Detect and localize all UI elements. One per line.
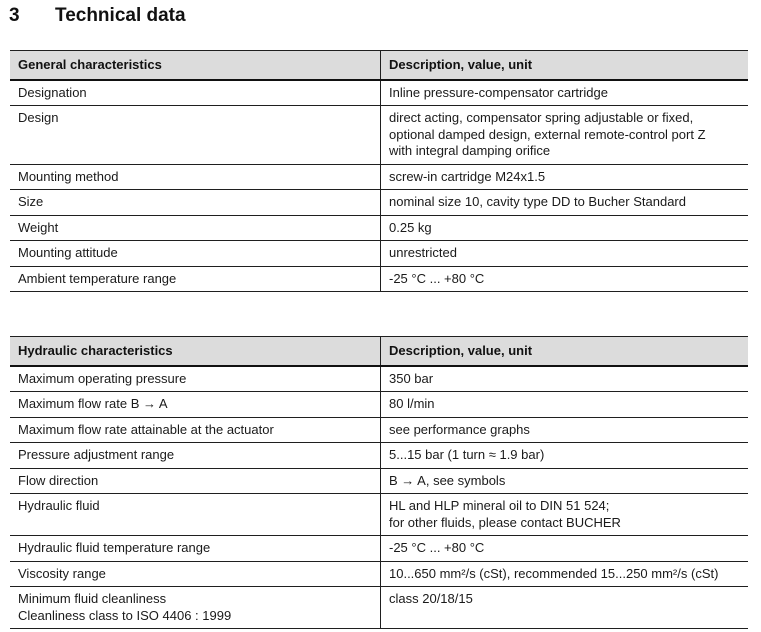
- row-value: 80 l/min: [380, 391, 748, 418]
- row-label: Designation: [10, 79, 381, 106]
- row-label: Weight: [10, 215, 381, 241]
- table-row: Maximum flow rate B → A 80 l/min: [10, 391, 748, 418]
- row-value: 10...650 mm²/s (cSt), recommended 15...2…: [380, 561, 748, 587]
- row-label: Flow direction: [10, 468, 381, 494]
- table-row: Hydraulic fluid temperature range -25 °C…: [10, 535, 748, 562]
- row-value: 0.25 kg: [380, 215, 748, 241]
- table-row: Pressure adjustment range 5...15 bar (1 …: [10, 442, 748, 469]
- header-cell-description: Description, value, unit: [380, 50, 748, 81]
- row-value: -25 °C ... +80 °C: [380, 535, 748, 562]
- row-label: Maximum operating pressure: [10, 365, 381, 392]
- row-value: screw-in cartridge M24x1.5: [380, 164, 748, 190]
- table-header-row: Hydraulic characteristics Description, v…: [10, 336, 748, 367]
- row-label: Ambient temperature range: [18, 270, 177, 286]
- hydraulic-characteristics-table: Hydraulic characteristics Description, v…: [10, 336, 748, 629]
- row-value: HL and HLP mineral oil to DIN 51 524; fo…: [380, 493, 748, 536]
- row-label: Mounting attitude: [10, 240, 381, 267]
- table-row: Minimum fluid cleanliness Cleanliness cl…: [10, 586, 748, 629]
- section-title: Technical data: [55, 5, 186, 26]
- table-row: Maximum operating pressure 350 bar: [10, 365, 748, 392]
- row-value: 5...15 bar (1 turn ≈ 1.9 bar): [380, 442, 748, 469]
- row-label: Maximum flow rate attainable at the actu…: [10, 417, 381, 443]
- row-value: 350 bar: [380, 365, 748, 392]
- section-heading: 3 Technical data: [9, 5, 186, 27]
- row-label: Pressure adjustment range: [10, 442, 381, 469]
- section-number: 3: [9, 5, 20, 26]
- row-label: Hydraulic fluid temperature range: [10, 535, 381, 562]
- general-characteristics-table: General characteristics Description, val…: [10, 50, 748, 292]
- header-cell-description: Description, value, unit: [380, 336, 748, 367]
- table-row: Hydraulic fluid HL and HLP mineral oil t…: [10, 493, 748, 536]
- row-value: nominal size 10, cavity type DD to Buche…: [380, 189, 748, 216]
- row-label: Design: [10, 105, 381, 165]
- table-row: Design direct acting, compensator spring…: [10, 105, 748, 165]
- row-value: direct acting, compensator spring adjust…: [380, 105, 748, 165]
- row-value: -25 °C ... +80 °C: [380, 266, 748, 292]
- header-cell-characteristics: General characteristics: [10, 50, 381, 81]
- table-header-row: General characteristics Description, val…: [10, 50, 748, 81]
- header-cell-characteristics: Hydraulic characteristics: [10, 336, 381, 367]
- row-label: Maximum flow rate B → A: [10, 391, 381, 418]
- table-row: Flow direction B → A, see symbols: [10, 468, 748, 494]
- row-label: Hydraulic fluid: [10, 493, 381, 536]
- table-row: Size nominal size 10, cavity type DD to …: [10, 189, 748, 216]
- row-value: Inline pressure-compensator cartridge: [380, 79, 748, 106]
- row-value: B → A, see symbols: [380, 468, 748, 494]
- row-label: Viscosity range: [10, 561, 381, 587]
- table-row: Mounting attitude unrestricted: [10, 240, 748, 267]
- table-row: Weight 0.25 kg: [10, 215, 748, 241]
- row-label: Mounting method: [10, 164, 381, 190]
- table-row: Mounting method screw-in cartridge M24x1…: [10, 164, 748, 190]
- row-value: unrestricted: [380, 240, 748, 267]
- table-row: Viscosity range 10...650 mm²/s (cSt), re…: [10, 561, 748, 587]
- row-label: Minimum fluid cleanliness Cleanliness cl…: [18, 591, 232, 623]
- row-label: Size: [10, 189, 381, 216]
- row-value: see performance graphs: [380, 417, 748, 443]
- table-row: Ambient temperature range -25 °C ... +80…: [10, 266, 748, 292]
- table-row: Maximum flow rate attainable at the actu…: [10, 417, 748, 443]
- row-value: class 20/18/15: [380, 586, 748, 629]
- table-row: Designation Inline pressure-compensator …: [10, 79, 748, 106]
